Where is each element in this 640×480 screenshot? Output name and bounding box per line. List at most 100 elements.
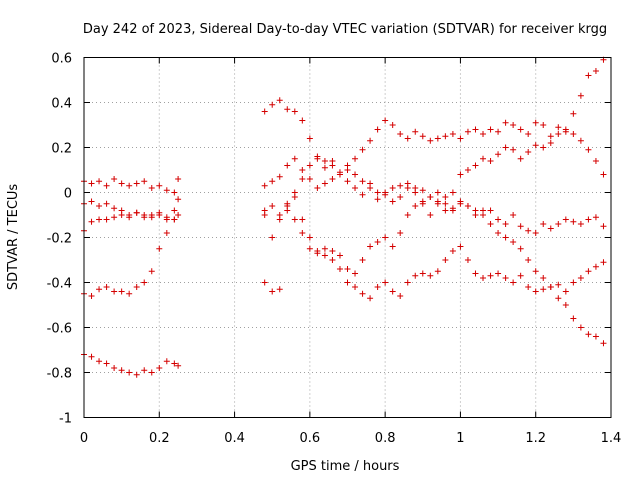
data-point bbox=[175, 176, 182, 182]
data-point bbox=[487, 272, 494, 279]
data-point bbox=[472, 162, 479, 169]
data-point bbox=[359, 191, 366, 198]
data-point bbox=[299, 167, 306, 173]
data-point bbox=[382, 279, 389, 286]
data-point bbox=[434, 135, 441, 142]
x-tick-label: 0.6 bbox=[300, 431, 321, 446]
data-point bbox=[261, 182, 268, 189]
data-point bbox=[306, 162, 313, 169]
data-point bbox=[464, 257, 471, 263]
x-tick-label: 0.2 bbox=[149, 431, 170, 446]
data-point bbox=[540, 122, 547, 128]
data-point bbox=[517, 223, 524, 230]
data-point bbox=[367, 295, 374, 302]
data-point bbox=[111, 205, 118, 212]
data-point bbox=[126, 182, 133, 189]
data-point bbox=[291, 216, 298, 223]
series-track-5-early bbox=[81, 351, 182, 378]
data-point bbox=[96, 286, 103, 293]
data-point bbox=[434, 200, 441, 207]
data-point bbox=[344, 167, 351, 173]
data-point bbox=[502, 234, 509, 241]
x-tick-label: 1.4 bbox=[601, 431, 622, 446]
data-point bbox=[133, 371, 140, 378]
y-tick-label: 0 bbox=[64, 187, 72, 202]
data-point bbox=[562, 302, 569, 308]
data-point bbox=[103, 200, 110, 207]
data-point bbox=[276, 216, 283, 223]
data-point bbox=[517, 155, 524, 162]
data-point bbox=[427, 272, 434, 279]
data-point bbox=[472, 126, 479, 133]
data-point bbox=[570, 279, 577, 286]
plot-frame bbox=[83, 57, 612, 418]
data-point bbox=[547, 140, 554, 146]
data-point bbox=[321, 164, 328, 171]
series-track-d bbox=[261, 189, 607, 347]
data-point bbox=[88, 218, 95, 225]
data-point bbox=[352, 284, 359, 290]
data-point bbox=[261, 279, 268, 286]
data-point bbox=[525, 149, 532, 155]
data-point bbox=[487, 221, 494, 227]
data-point bbox=[442, 133, 449, 140]
data-point bbox=[291, 155, 298, 162]
data-point bbox=[299, 176, 306, 182]
data-point bbox=[510, 239, 517, 245]
data-point bbox=[175, 362, 182, 369]
data-point bbox=[510, 212, 517, 218]
y-tick-label: -1 bbox=[59, 412, 72, 427]
data-point bbox=[585, 331, 592, 338]
y-tick-label: -0.6 bbox=[47, 322, 72, 337]
data-point bbox=[96, 178, 103, 185]
data-point bbox=[412, 272, 419, 279]
data-point bbox=[374, 284, 381, 290]
data-point bbox=[404, 135, 411, 142]
data-point bbox=[517, 272, 524, 279]
data-point bbox=[336, 266, 343, 272]
data-point bbox=[449, 189, 456, 196]
data-point bbox=[171, 207, 178, 214]
data-point bbox=[96, 203, 103, 209]
data-point bbox=[374, 239, 381, 245]
grid-lines bbox=[84, 57, 611, 418]
data-point bbox=[367, 243, 374, 250]
data-point bbox=[156, 182, 163, 189]
data-point bbox=[397, 230, 404, 236]
data-point bbox=[344, 178, 351, 185]
data-point bbox=[133, 180, 140, 187]
data-point bbox=[532, 142, 539, 149]
data-point bbox=[464, 128, 471, 135]
chart-title: Day 242 of 2023, Sidereal Day-to-day VTE… bbox=[83, 22, 607, 37]
data-point bbox=[562, 288, 569, 295]
data-point bbox=[487, 207, 494, 214]
data-point bbox=[321, 252, 328, 259]
data-point bbox=[419, 198, 426, 205]
axis-ticks bbox=[83, 57, 612, 418]
series-track-4-early bbox=[81, 216, 178, 299]
data-point bbox=[103, 360, 110, 367]
data-point bbox=[525, 257, 532, 263]
data-point bbox=[540, 275, 547, 281]
data-point bbox=[480, 155, 487, 162]
data-point bbox=[457, 243, 464, 250]
data-point bbox=[336, 171, 343, 178]
data-point bbox=[382, 117, 389, 124]
data-point bbox=[291, 108, 298, 115]
data-point bbox=[555, 124, 562, 131]
data-point bbox=[404, 212, 411, 218]
data-point bbox=[442, 257, 449, 263]
data-point bbox=[577, 137, 584, 144]
y-tick-label: -0.2 bbox=[47, 232, 72, 247]
data-point bbox=[276, 173, 283, 180]
x-tick-label: 1 bbox=[456, 431, 464, 446]
data-point bbox=[570, 110, 577, 117]
series-track-1-early bbox=[81, 176, 182, 196]
data-point bbox=[359, 257, 366, 263]
data-point bbox=[547, 284, 554, 290]
data-point bbox=[321, 180, 328, 187]
data-point bbox=[419, 133, 426, 140]
data-point bbox=[171, 216, 178, 223]
data-point bbox=[306, 135, 313, 142]
data-point bbox=[517, 245, 524, 252]
